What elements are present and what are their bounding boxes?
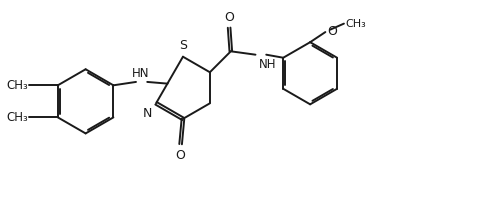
- Text: CH₃: CH₃: [345, 19, 366, 29]
- Text: HN: HN: [131, 67, 149, 80]
- Text: N: N: [143, 107, 153, 120]
- Text: O: O: [176, 149, 185, 162]
- Text: CH₃: CH₃: [6, 111, 28, 124]
- Text: NH: NH: [259, 58, 276, 71]
- Text: O: O: [327, 25, 337, 38]
- Text: O: O: [224, 11, 234, 24]
- Text: S: S: [179, 39, 187, 52]
- Text: CH₃: CH₃: [6, 79, 28, 92]
